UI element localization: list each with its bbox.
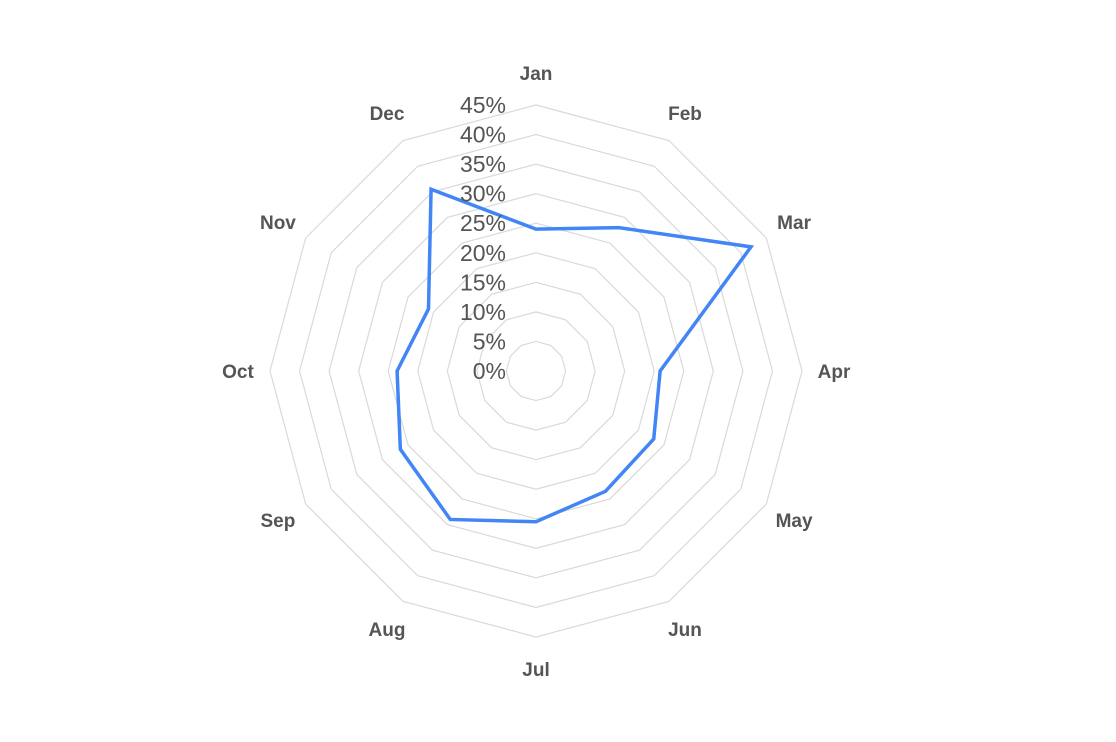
grid-ring [417,252,655,490]
category-label: Apr [818,362,851,383]
grid-ring [269,104,803,638]
tick-label: 5% [473,328,506,354]
tick-label: 40% [460,122,506,148]
tick-label: 15% [460,269,506,295]
grid-ring [298,133,774,609]
tick-label: 0% [473,358,506,384]
category-label: Dec [370,104,405,125]
category-labels: Jan Feb Mar Apr May Jun Jul Aug Sep Oct Nov Dec [222,64,851,681]
category-label: Jun [668,620,702,641]
tick-label: 25% [460,210,506,236]
tick-label: 20% [460,240,506,266]
grid-ring [446,281,626,461]
series-layer [395,186,755,524]
tick-label: 30% [460,181,506,207]
tick-label: 35% [460,151,506,177]
grid-ring [387,222,685,520]
grid-ring [358,193,714,549]
series-line [395,186,755,524]
grid-ring [505,340,567,402]
category-label: Jul [522,660,549,681]
tick-labels: 0% 5% 10% 15% 20% 25% 30% 35% 40% 45% [460,92,506,384]
category-label: Oct [222,362,254,383]
category-label: Nov [260,213,296,234]
grid [269,104,803,638]
category-label: Sep [260,511,295,532]
category-label: Feb [668,104,702,125]
tick-label: 10% [460,299,506,325]
tick-label: 45% [460,92,506,118]
grid-ring [476,311,596,431]
category-label: May [776,511,813,532]
category-label: Aug [369,620,406,641]
category-label: Jan [520,64,553,85]
grid-ring [328,163,744,579]
category-label: Mar [777,213,811,234]
